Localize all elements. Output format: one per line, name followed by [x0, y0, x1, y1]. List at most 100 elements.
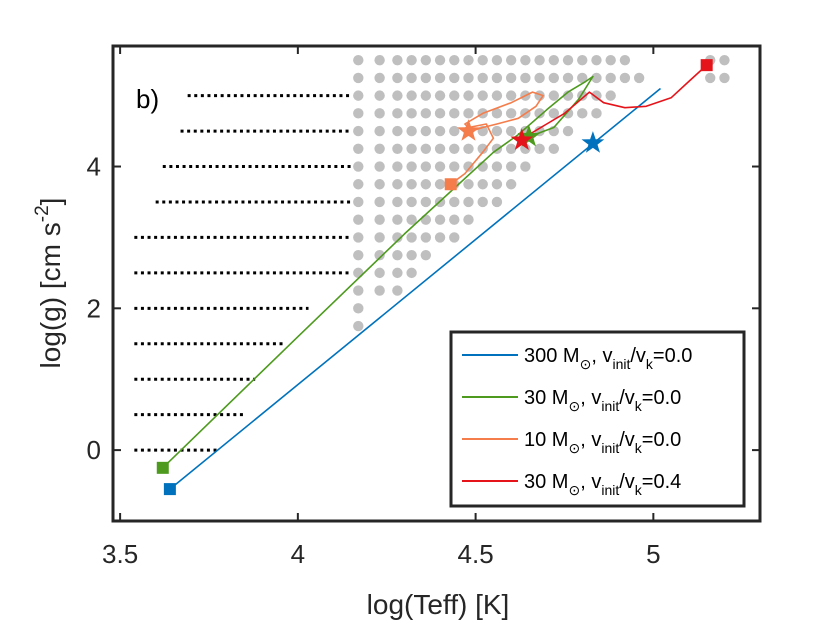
legend-text-part: init [601, 482, 619, 498]
grey-dot [420, 143, 432, 154]
track-series [162, 64, 708, 490]
legend-entry-label: 300 M⊙, vinit/vk=0.0 [524, 345, 692, 372]
x-axis-label: log(Teff) [K] [367, 589, 510, 620]
grey-dot [434, 108, 446, 119]
grey-dot [449, 108, 460, 119]
grey-dot [392, 285, 403, 296]
grey-dot [420, 232, 432, 243]
legend-text-part: ⊙ [568, 440, 580, 456]
grey-dot [491, 196, 503, 208]
grey-dot [434, 232, 446, 243]
grey-dot [420, 249, 432, 261]
grey-dot [392, 125, 403, 137]
grey-dot [406, 90, 417, 101]
grey-dot [374, 285, 385, 296]
grey-dot [449, 161, 460, 172]
track-line [169, 87, 662, 490]
star-marker [510, 128, 534, 150]
legend-entry-label: 10 M⊙, vinit/vk=0.0 [524, 429, 681, 456]
grey-dot [619, 72, 631, 84]
legend-text-part: k [646, 356, 654, 372]
grey-dot [353, 179, 364, 190]
plot-frame [111, 44, 762, 523]
grey-dot [434, 179, 446, 190]
start-square-marker [156, 461, 169, 474]
grey-dot [562, 54, 574, 66]
grey-dot [392, 196, 403, 208]
grey-dot [434, 54, 446, 66]
grey-dot [562, 108, 574, 119]
grey-dot [505, 143, 517, 154]
grey-dot [392, 249, 403, 261]
grey-dot [392, 72, 403, 84]
track-markers [156, 59, 713, 496]
legend-text-part: 10 M [524, 429, 568, 451]
grey-dot [491, 179, 503, 190]
legend-text-part: ⊙ [568, 398, 580, 414]
legend-text-part: , v [591, 345, 612, 367]
grey-dot [374, 90, 385, 101]
grey-dot [463, 108, 474, 119]
grey-dot [477, 54, 488, 66]
legend-text-part: /v [619, 387, 635, 409]
grey-dot [449, 232, 460, 243]
grey-dot [374, 125, 385, 137]
start-square-marker [163, 483, 176, 496]
grey-dot [605, 72, 616, 84]
grey-dot [577, 54, 588, 66]
grey-dot [353, 72, 364, 84]
y-axis-label: log(g) [cm s-2] [32, 198, 66, 369]
grey-dot [463, 72, 474, 84]
legend-text-part: k [635, 440, 643, 456]
grey-dot [719, 72, 730, 84]
grey-dot [562, 72, 574, 84]
grey-dot [392, 143, 403, 154]
legend-text-part: 30 M [524, 387, 568, 409]
grey-dot [392, 161, 403, 172]
grey-dot [392, 214, 403, 225]
grey-dot [477, 143, 488, 154]
legend-text-part: ⊙ [568, 482, 580, 498]
grey-dot [548, 90, 560, 101]
grey-dot [534, 143, 545, 154]
grey-dot [477, 196, 488, 208]
grey-dot [353, 161, 364, 172]
grey-dot [577, 72, 588, 84]
grey-dot [353, 196, 364, 208]
grey-dot [374, 267, 385, 279]
grey-dot [353, 320, 364, 332]
grey-dot [463, 214, 474, 225]
x-tick-label: 4 [291, 539, 305, 569]
legend-text-part: /v [619, 429, 635, 451]
star-marker [457, 119, 480, 141]
grey-dot [605, 90, 616, 101]
grey-dot [534, 108, 545, 119]
grey-dot [463, 196, 474, 208]
grey-dot [420, 161, 432, 172]
grey-dot [392, 90, 403, 101]
grey-dot [406, 143, 417, 154]
legend-text-part: =0.0 [653, 345, 692, 367]
grey-dot [463, 161, 474, 172]
grey-dot [434, 161, 446, 172]
legend-text-part: /v [630, 345, 646, 367]
grey-dot [520, 143, 531, 154]
grey-dot [449, 143, 460, 154]
grey-dot [406, 125, 417, 137]
grey-dot [591, 72, 602, 84]
grey-dot [353, 54, 364, 66]
grey-dot [353, 249, 364, 261]
grey-dot [374, 72, 385, 84]
grey-dot [434, 90, 446, 101]
y-tick-label: 2 [87, 293, 101, 323]
grey-dot [491, 54, 503, 66]
grey-dot [406, 196, 417, 208]
grey-dot [449, 90, 460, 101]
grey-dot [353, 303, 364, 314]
grey-dot [392, 108, 403, 119]
grey-dot [505, 161, 517, 172]
legend-text-part: init [612, 356, 630, 372]
y-tick-label: 4 [87, 152, 101, 182]
grey-dot [505, 108, 517, 119]
grey-dot [548, 72, 560, 84]
